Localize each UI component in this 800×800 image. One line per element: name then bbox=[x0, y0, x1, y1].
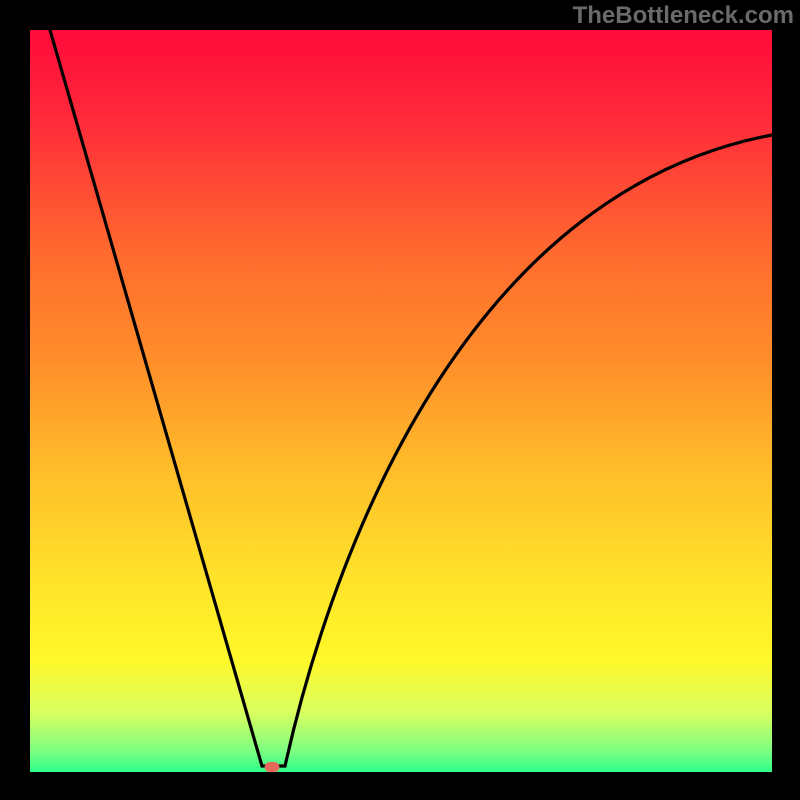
chart-container: TheBottleneck.com bbox=[0, 0, 800, 800]
v-curve-path bbox=[50, 30, 772, 766]
minimum-marker bbox=[265, 762, 280, 772]
curve-layer bbox=[0, 0, 800, 800]
